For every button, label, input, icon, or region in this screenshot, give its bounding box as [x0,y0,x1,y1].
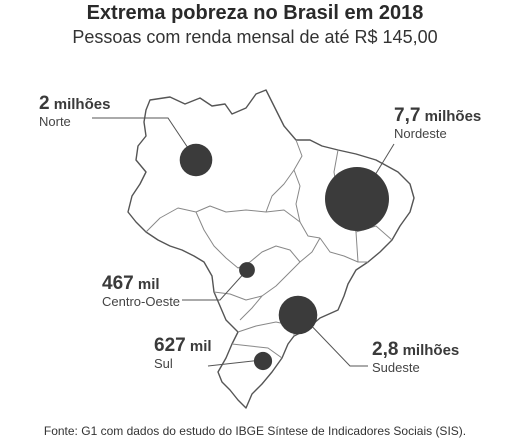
value-nordeste: 7,7 [394,105,421,126]
unit-norte: milhões [53,96,111,113]
map-subtitle: Pessoas com renda mensal de até R$ 145,0… [72,27,438,47]
unit-nordeste: milhões [424,108,482,125]
name-centro-oeste: Centro-Oeste [102,293,181,309]
leader-centro-oeste [182,269,248,301]
value-sudeste: 2,8 [372,339,399,360]
border-state-4 [265,169,295,213]
value-sul: 627 [154,335,186,356]
border-norte-nordeste [293,139,321,239]
name-nordeste: Nordeste [394,125,447,141]
unit-sul: mil [189,338,212,355]
label-norte: 2 milhões Norte [39,93,111,129]
unit-centro-oeste: mil [137,276,160,293]
bubble-centro-oeste [239,262,255,278]
leader-sudeste [303,317,368,367]
border-centro-sudeste [239,237,321,321]
map-title: Extrema pobreza no Brasil em 2018 [86,2,424,24]
bubble-sul [253,351,273,371]
leader-norte [92,117,197,161]
label-sul: 627 mil Sul [154,335,212,371]
label-sudeste: 2,8 milhões Sudeste [372,339,460,375]
bubble-nordeste [325,167,389,231]
source-note: Fonte: G1 com dados do estudo do IBGE Sí… [43,424,467,438]
leader-sul [207,359,263,367]
value-centro-oeste: 467 [102,273,134,294]
border-nordeste-sudeste [319,237,368,263]
name-norte: Norte [39,113,71,129]
border-state-3 [231,343,283,359]
bubble-sudeste [278,295,318,335]
bubble-norte [179,143,213,177]
border-state-2 [213,291,263,301]
name-sudeste: Sudeste [372,359,420,375]
bubbles [179,143,389,371]
unit-sudeste: milhões [402,342,460,359]
label-centro-oeste: 467 mil Centro-Oeste [102,273,181,309]
label-nordeste: 7,7 milhões Nordeste [394,105,482,141]
border-norte-centro [145,205,301,233]
value-norte: 2 [39,93,50,114]
name-sul: Sul [154,355,173,371]
